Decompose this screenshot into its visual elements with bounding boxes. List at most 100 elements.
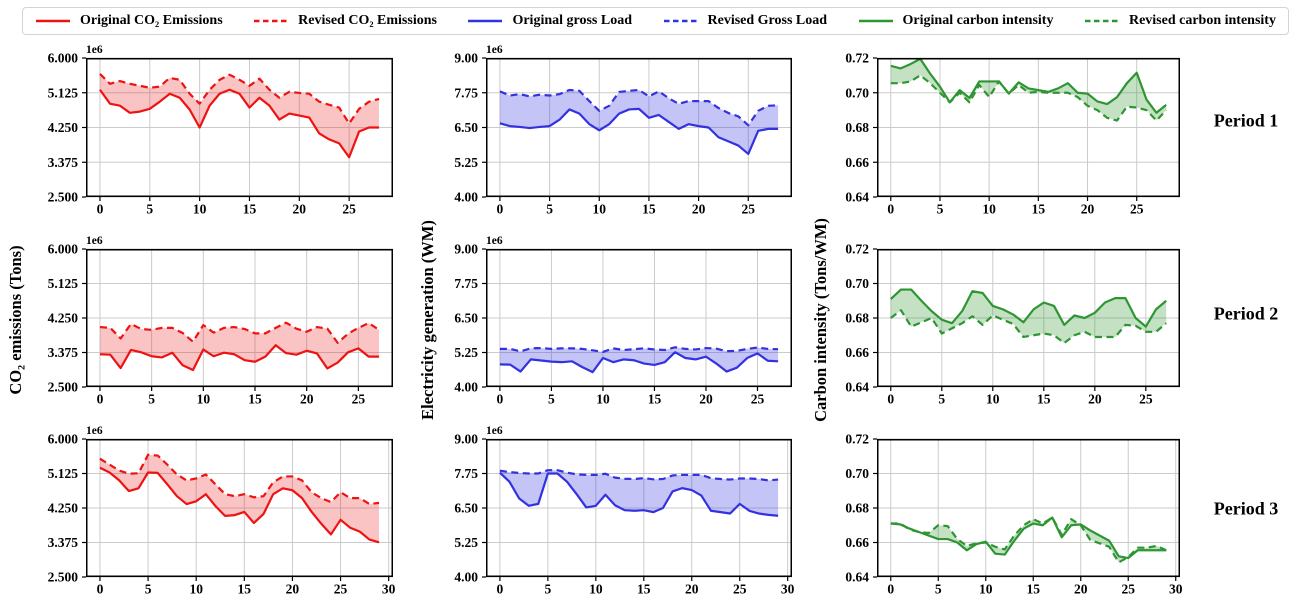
band-fill bbox=[499, 470, 779, 516]
y-tick-label: 0.72 bbox=[845, 51, 869, 66]
revised-line bbox=[99, 321, 380, 344]
y-tick-label: 0.70 bbox=[845, 85, 869, 100]
x-tick-label: 15 bbox=[238, 582, 252, 597]
y-tick-label: 0.64 bbox=[845, 380, 869, 395]
axis-offset-label: 1e6 bbox=[86, 44, 103, 56]
y-tick-label: 7.75 bbox=[454, 85, 478, 100]
y-tick-label: 4.250 bbox=[48, 501, 79, 516]
x-tick-label: 25 bbox=[342, 202, 356, 217]
band-fill bbox=[499, 89, 779, 154]
x-tick-label: 10 bbox=[979, 582, 993, 597]
x-tick-label: 0 bbox=[497, 582, 504, 597]
y-tick-label: 4.250 bbox=[48, 120, 79, 135]
x-tick-label: 15 bbox=[243, 202, 257, 217]
y-tick-label: 0.64 bbox=[845, 190, 869, 205]
y-axis-label-co2: CO₂ emissions (Tons) bbox=[6, 245, 25, 395]
plot-border bbox=[486, 249, 792, 387]
original-line bbox=[499, 107, 779, 156]
gridlines bbox=[486, 248, 792, 388]
y-tick-label: 0.68 bbox=[845, 120, 869, 135]
y-tick-label: 0.70 bbox=[845, 276, 869, 291]
y-tick-label: 0.66 bbox=[845, 155, 869, 170]
y-tick-label: 0.72 bbox=[845, 432, 869, 447]
y-tick-label: 4.00 bbox=[454, 570, 478, 585]
x-tick-label: 5 bbox=[148, 392, 155, 407]
x-tick-label: 10 bbox=[193, 202, 207, 217]
x-tick-label: 20 bbox=[1081, 202, 1095, 217]
x-tick-label: 20 bbox=[692, 202, 706, 217]
legend-item-1: Revised CO₂ Emissions bbox=[253, 13, 437, 29]
revised-line bbox=[499, 469, 779, 482]
y-tick-label: 6.000 bbox=[48, 51, 79, 66]
legend: Original CO₂ Emissions Revised CO₂ Emissi… bbox=[22, 7, 1289, 35]
x-tick-label: 30 bbox=[781, 582, 795, 597]
y-tick-label: 5.125 bbox=[48, 276, 79, 291]
tick-labels: 0 5 10 15 20 25 6.000 5.125 4.250 3.375 2.500 bbox=[48, 242, 366, 407]
revised-line bbox=[890, 309, 1167, 345]
legend-label: Original carbon intensity bbox=[902, 13, 1054, 28]
x-tick-label: 5 bbox=[548, 392, 555, 407]
chart-svg: 0 5 10 15 20 25 6.000 5.125 4.250 3.375 2.500 1e6 bbox=[48, 235, 393, 407]
x-tick-label: 25 bbox=[751, 392, 765, 407]
legend-label: Revised Gross Load bbox=[707, 13, 828, 28]
original-line bbox=[99, 344, 380, 372]
original-line bbox=[890, 516, 1167, 560]
y-tick-label: 5.25 bbox=[454, 535, 478, 550]
axis-offset-label: 1e6 bbox=[486, 235, 503, 247]
chart-svg: 0 5 10 15 20 25 0.72 0.70 0.68 0.66 0.64 bbox=[845, 242, 1180, 407]
x-tick-label: 15 bbox=[648, 392, 662, 407]
x-tick-label: 15 bbox=[1037, 392, 1051, 407]
x-tick-label: 10 bbox=[596, 392, 610, 407]
chart-panel-load-period1: 0 5 10 15 20 25 9.00 7.75 6.50 5.25 4.00 1e6 bbox=[454, 44, 792, 217]
band-fill bbox=[890, 517, 1167, 563]
y-tick-label: 5.125 bbox=[48, 85, 79, 100]
x-tick-label: 25 bbox=[1121, 582, 1135, 597]
chart-panel-intensity-period2: 0 5 10 15 20 25 0.72 0.70 0.68 0.66 0.64 bbox=[845, 242, 1180, 407]
y-axis-label-carbon-intensity: Carbon intensity (Tons/WM) bbox=[811, 218, 830, 422]
x-tick-label: 5 bbox=[146, 202, 153, 217]
plot-border bbox=[877, 58, 1180, 197]
plot-border bbox=[486, 439, 792, 577]
y-tick-label: 0.68 bbox=[845, 501, 869, 516]
x-tick-label: 30 bbox=[1169, 582, 1183, 597]
tick-labels: 0 5 10 15 20 25 30 9.00 7.75 6.50 5.25 4.00 bbox=[454, 432, 794, 597]
x-tick-label: 0 bbox=[887, 202, 894, 217]
axis-offset-label: 1e6 bbox=[86, 425, 103, 437]
y-axis-label-electricity: Electricity generation (WM) bbox=[418, 220, 437, 420]
y-tick-label: 0.66 bbox=[845, 345, 869, 360]
axis-offset-label: 1e6 bbox=[486, 44, 503, 56]
x-tick-label: 20 bbox=[300, 392, 314, 407]
y-tick-label: 2.500 bbox=[48, 380, 79, 395]
original-line bbox=[99, 466, 380, 544]
x-tick-label: 10 bbox=[189, 582, 203, 597]
original-line bbox=[99, 88, 380, 159]
y-tick-label: 9.00 bbox=[454, 242, 478, 257]
x-tick-label: 10 bbox=[589, 582, 603, 597]
y-tick-label: 7.75 bbox=[454, 466, 478, 481]
solid-line-sample-icon bbox=[36, 19, 70, 23]
legend-item-3: Revised Gross Load bbox=[663, 13, 828, 29]
x-tick-label: 20 bbox=[293, 202, 307, 217]
x-tick-label: 25 bbox=[742, 202, 756, 217]
revised-line bbox=[499, 88, 779, 127]
x-tick-label: 20 bbox=[685, 582, 699, 597]
chart-svg: 0 5 10 15 20 25 0.72 0.70 0.68 0.66 0.64 bbox=[845, 51, 1180, 217]
chart-svg: 0 5 10 15 20 25 30 9.00 7.75 6.50 5.25 4.00 1e6 bbox=[454, 425, 794, 597]
y-tick-label: 4.00 bbox=[454, 380, 478, 395]
tick-labels: 0 5 10 15 20 25 9.00 7.75 6.50 5.25 4.00 bbox=[454, 242, 764, 407]
x-tick-label: 0 bbox=[97, 202, 104, 217]
revised-line bbox=[99, 453, 380, 506]
x-tick-label: 0 bbox=[97, 392, 104, 407]
chart-panel-load-period2: 0 5 10 15 20 25 9.00 7.75 6.50 5.25 4.00 1e6 bbox=[454, 235, 792, 407]
period-1-label: Period 1 bbox=[1213, 110, 1279, 131]
x-tick-label: 15 bbox=[637, 582, 651, 597]
plot-border bbox=[877, 249, 1180, 387]
plot-border bbox=[86, 439, 393, 577]
plot-border bbox=[486, 58, 792, 197]
chart-svg: 0 5 10 15 20 25 30 6.000 5.125 4.250 3.375 2.500 1e6 bbox=[48, 425, 396, 597]
plot-border bbox=[86, 58, 393, 197]
x-tick-label: 5 bbox=[937, 202, 944, 217]
x-tick-label: 5 bbox=[938, 392, 945, 407]
legend-label: Original gross Load bbox=[512, 13, 632, 28]
